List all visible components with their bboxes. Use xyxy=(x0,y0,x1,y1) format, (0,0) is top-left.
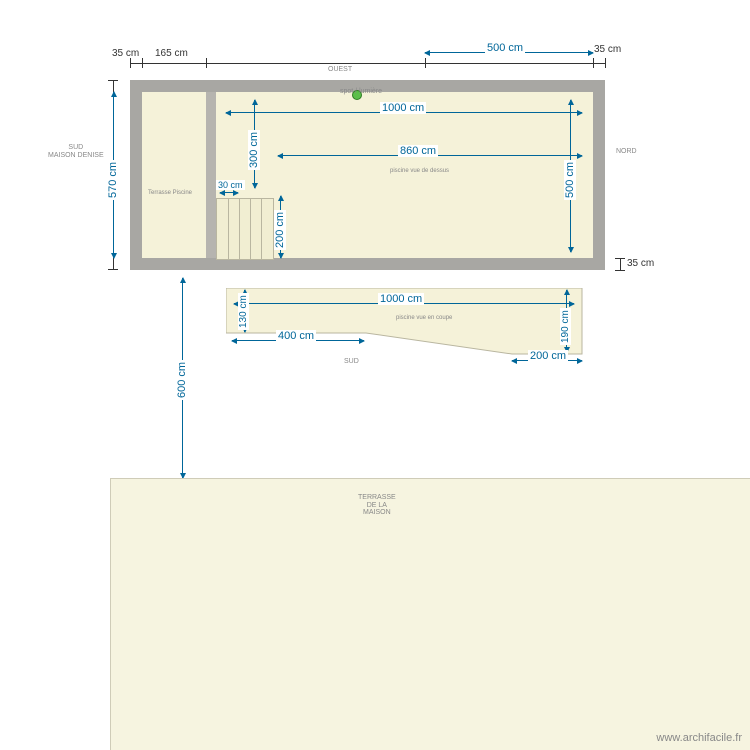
arrow-section-200-label: 200 cm xyxy=(528,350,568,362)
arrow-200-label: 200 cm xyxy=(274,210,286,250)
arrow-section-1000-label: 1000 cm xyxy=(378,293,424,305)
label-section: piscine vue en coupe xyxy=(396,315,452,321)
arrow-600-label: 600 cm xyxy=(176,360,188,400)
arrow-30 xyxy=(220,192,238,193)
dim-35-r: 35 cm xyxy=(627,258,654,269)
arrow-1000-top-label: 1000 cm xyxy=(380,102,426,114)
arrow-500h-label: 500 cm xyxy=(485,42,525,54)
arrow-500v-label: 500 cm xyxy=(564,160,576,200)
arrow-section-190-label: 190 cm xyxy=(560,308,571,345)
spot-label: spot / lumière xyxy=(340,88,382,95)
label-pool-top: piscine vue de dessus xyxy=(390,168,449,174)
dim-570: 570 cm xyxy=(107,160,119,200)
watermark: www.archifacile.fr xyxy=(656,732,742,744)
plan-divider-wall xyxy=(206,92,216,258)
arrow-30-label: 30 cm xyxy=(216,180,245,190)
label-ouest: OUEST xyxy=(328,66,352,73)
label-sud-maison: SUDMAISON DENISE xyxy=(48,144,104,159)
label-terrasse-piscine: Terrasse Piscine xyxy=(148,190,192,196)
arrow-300-label: 300 cm xyxy=(248,130,260,170)
terrace-house-label: TERRASSEDE LAMAISON xyxy=(358,494,396,517)
arrow-860-label: 860 cm xyxy=(398,145,438,157)
dim-165: 165 cm xyxy=(155,48,188,59)
arrow-section-130-label: 130 cm xyxy=(238,293,249,330)
dim-35-tr: 35 cm xyxy=(594,44,621,55)
label-nord: NORD xyxy=(616,148,637,155)
dim-35-tl: 35 cm xyxy=(112,48,139,59)
terrace-house xyxy=(110,478,750,750)
dim-top-line xyxy=(130,63,606,64)
plan-stairs xyxy=(216,198,274,260)
label-sud: SUD xyxy=(344,358,359,365)
arrow-section-400-label: 400 cm xyxy=(276,330,316,342)
